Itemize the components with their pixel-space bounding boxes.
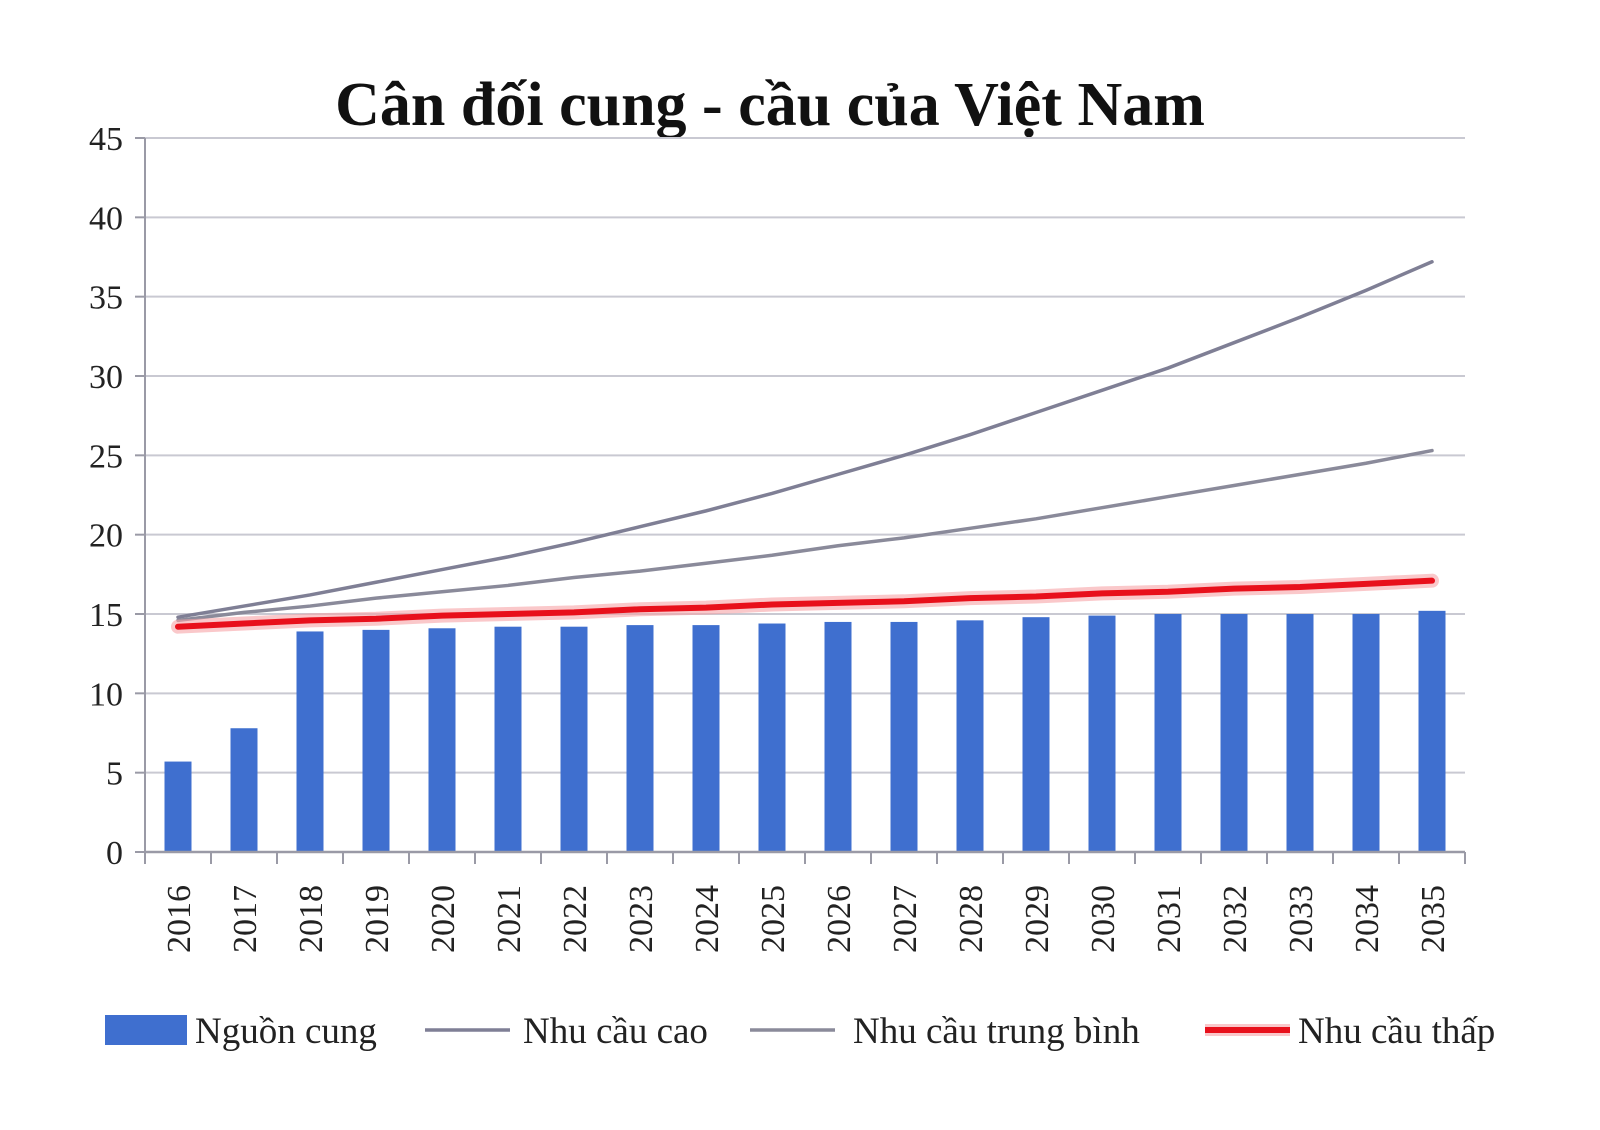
y-tick-label: 10 xyxy=(89,676,123,713)
bar-2016 xyxy=(164,761,192,852)
bar-2033 xyxy=(1286,614,1314,852)
bar-2023 xyxy=(626,625,654,852)
y-tick-label: 40 xyxy=(89,200,123,237)
bar-2025 xyxy=(758,623,786,852)
bar-2024 xyxy=(692,625,720,852)
x-tick-label: 2028 xyxy=(953,885,990,953)
bar-2026 xyxy=(824,621,852,852)
x-tick-label: 2024 xyxy=(689,885,726,953)
y-tick-label: 30 xyxy=(89,359,123,396)
y-axis-ticks: 0 5 10 15 20 25 30 35 40 45 xyxy=(89,121,123,872)
x-tick-label: 2026 xyxy=(821,885,858,953)
line-series-2 xyxy=(176,448,1434,623)
legend-label-0: Nguồn cung xyxy=(195,1011,377,1052)
legend-swatch-0 xyxy=(105,1015,187,1045)
y-tick-label: 20 xyxy=(89,518,123,555)
bar-2022 xyxy=(560,626,588,852)
x-axis: 2016 2017 2018 2019 2020 2021 2022 2023 2024 2025… xyxy=(144,850,1466,953)
legend: Nguồn cung Nhu cầu cao Nhu cầu trung bình N… xyxy=(105,1011,1495,1052)
bar-2028 xyxy=(956,620,984,852)
x-tick-label: 2016 xyxy=(161,885,198,953)
bar-2032 xyxy=(1220,614,1248,852)
line-series-3 xyxy=(175,577,1435,630)
chart-title: Cân đối cung - cầu của Việt Nam xyxy=(335,71,1205,139)
x-tick-label: 2025 xyxy=(755,885,792,953)
y-tick-label: 25 xyxy=(89,438,123,475)
bar-2031 xyxy=(1154,614,1182,852)
x-tick-label: 2018 xyxy=(293,885,330,953)
line-series-1 xyxy=(176,260,1434,619)
y-tick-label: 35 xyxy=(89,280,123,317)
y-tick-label: 15 xyxy=(89,597,123,634)
bar-2030 xyxy=(1088,615,1116,852)
x-tick-label: 2027 xyxy=(887,885,924,953)
x-tick-label: 2022 xyxy=(557,885,594,953)
x-tick-label: 2035 xyxy=(1415,885,1452,953)
legend-label-3: Nhu cầu thấp xyxy=(1298,1011,1495,1052)
bar-2017 xyxy=(230,728,258,852)
legend-label-2: Nhu cầu trung bình xyxy=(853,1011,1140,1052)
legend-label-1: Nhu cầu cao xyxy=(523,1011,708,1052)
x-tick-label: 2032 xyxy=(1217,885,1254,953)
bar-2019 xyxy=(362,629,390,852)
bar-2029 xyxy=(1022,617,1050,852)
bar-2018 xyxy=(296,631,324,852)
x-tick-label: 2023 xyxy=(623,885,660,953)
x-tick-label: 2017 xyxy=(227,885,264,953)
bar-2035 xyxy=(1418,610,1446,852)
y-tick-label: 45 xyxy=(89,121,123,158)
y-tick-label: 0 xyxy=(106,835,123,872)
x-tick-label: 2034 xyxy=(1349,885,1386,953)
line-series xyxy=(171,260,1439,634)
x-tick-label: 2021 xyxy=(491,885,528,953)
bar-2034 xyxy=(1352,614,1380,852)
x-tick-label: 2031 xyxy=(1151,885,1188,953)
bar-series xyxy=(164,610,1446,852)
y-tick-label: 5 xyxy=(106,756,123,793)
x-tick-label: 2030 xyxy=(1085,885,1122,953)
x-tick-label: 2033 xyxy=(1283,885,1320,953)
x-tick-label: 2020 xyxy=(425,885,462,953)
bar-2020 xyxy=(428,628,456,852)
x-tick-label: 2029 xyxy=(1019,885,1056,953)
bar-2027 xyxy=(890,621,918,852)
bar-2021 xyxy=(494,626,522,852)
x-tick-label: 2019 xyxy=(359,885,396,953)
